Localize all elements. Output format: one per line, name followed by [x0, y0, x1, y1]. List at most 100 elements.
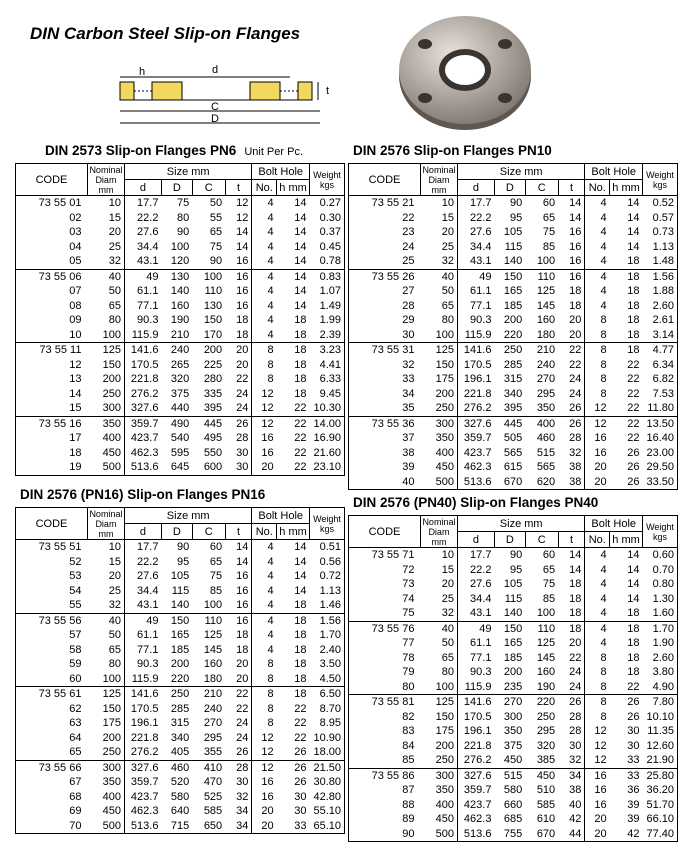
value-cell: 90 [209, 255, 223, 268]
value-cell: 175 [420, 724, 458, 739]
value-cell: 20 [225, 671, 253, 687]
data-row: 23 20 27.6 105 75 16 4 14 0.73 [348, 225, 679, 240]
code-cell: 73 55 81 [348, 694, 421, 710]
value-cell: 513.6 [457, 826, 495, 842]
code-cell: 73 [348, 577, 421, 592]
value-cell: 196.1 [463, 373, 492, 386]
value-cell: 140 [170, 285, 190, 298]
data-row: 05 32 43.1 120 90 16 4 14 0.78 [15, 254, 346, 269]
data-row: 25 32 43.1 140 100 16 4 18 1.48 [348, 254, 679, 269]
value-cell: 15 [420, 562, 458, 577]
data-row: 64 200 221.8 340 295 24 12 22 10.90 [15, 730, 346, 745]
table-head: CODE Nominal Diam mm Size mm Bolt Hole Weigh… [348, 515, 679, 548]
value-cell: 610 [536, 813, 556, 826]
value-cell: 165 [503, 285, 523, 298]
value-cell: 49 [457, 620, 495, 636]
value-cell: 32 [87, 254, 125, 269]
value-cell: 520 [170, 776, 190, 789]
value-cell: 40 [420, 620, 458, 636]
code-cell: 04 [15, 239, 88, 254]
code-cell: 73 55 86 [348, 767, 421, 783]
header-row: CODE Nominal Diam mm Size mm Bolt Hole Weigh… [15, 507, 346, 540]
value-cell: 22 [294, 446, 307, 459]
value-cell: 22 [627, 432, 640, 445]
code-cell: 40 [348, 474, 421, 490]
value-cell: 27.6 [470, 226, 492, 239]
value-cell: 125 [87, 686, 125, 702]
value-cell: 66.10 [642, 812, 679, 827]
code-cell: 05 [15, 254, 88, 269]
value-cell: 43.1 [470, 255, 492, 268]
code-cell: 67 [15, 775, 88, 790]
value-cell: 30 [225, 460, 253, 476]
value-cell: 513.6 [124, 818, 162, 834]
dim-label: C [211, 101, 219, 113]
value-cell: 200 [192, 342, 226, 358]
value-cell: 8 [584, 342, 610, 358]
value-cell: 1.46 [309, 598, 346, 613]
value-cell: 4 [267, 211, 274, 224]
table-block: DIN 2573 Slip-on Flanges PN6 Unit Per Pc.… [15, 143, 346, 476]
code-cell: 77 [348, 636, 421, 651]
code-cell: 62 [15, 701, 88, 716]
value-cell: 0.72 [309, 569, 346, 584]
value-cell: 16 [225, 284, 253, 299]
code-cell: 07 [15, 284, 88, 299]
header-cell: t [557, 179, 586, 196]
value-cell: 240 [536, 358, 556, 371]
code-cell: 64 [15, 730, 88, 745]
value-cell: 90 [494, 195, 526, 211]
value-cell: 340 [170, 731, 190, 744]
value-cell: 110 [525, 620, 559, 636]
value-cell: 12 [594, 754, 607, 767]
table-title-text: DIN 2576 (PN40) Slip-on Flanges PN40 [353, 495, 599, 510]
value-cell: 1.56 [309, 612, 346, 628]
value-cell: 175 [420, 372, 458, 387]
code-cell: 73 55 56 [15, 612, 88, 628]
value-cell: 34 [558, 767, 586, 783]
code-cell: 14 [15, 386, 88, 401]
value-cell: 18 [609, 268, 643, 284]
value-cell: 250 [87, 745, 125, 760]
value-cell: 4 [251, 539, 277, 555]
value-cell: 240 [203, 702, 223, 715]
value-cell: 8 [600, 358, 607, 371]
value-cell: 4 [600, 255, 607, 268]
data-row: 68 400 423.7 580 525 32 16 30 42.80 [15, 789, 346, 804]
value-cell: 12 [225, 210, 253, 225]
data-row: 73 55 26 40 49 150 110 16 4 18 1.56 [348, 268, 679, 284]
value-cell: 150 [87, 701, 125, 716]
data-row: 04 25 34.4 100 75 14 4 14 0.45 [15, 239, 346, 254]
value-cell: 460 [161, 759, 193, 775]
value-cell: 22 [294, 717, 307, 730]
value-cell: 450 [525, 767, 559, 783]
value-cell: 22.2 [137, 211, 159, 224]
value-cell: 32 [225, 789, 253, 804]
value-cell: 7.80 [642, 694, 679, 710]
value-cell: 14 [276, 539, 310, 555]
code-cell: 73 55 26 [348, 268, 421, 284]
value-cell: 4 [600, 578, 607, 591]
value-cell: 16 [225, 598, 253, 613]
value-cell: 1.13 [642, 239, 679, 254]
value-cell: 25 [87, 239, 125, 254]
value-cell: 175 [87, 716, 125, 731]
value-cell: 18.00 [309, 745, 346, 760]
header-cell: d [123, 523, 162, 540]
value-cell: 16 [558, 225, 586, 240]
value-cell: 4.41 [309, 357, 346, 372]
value-cell: 4 [251, 612, 277, 628]
value-cell: 6.34 [642, 357, 679, 372]
value-cell: 4 [600, 211, 607, 224]
data-row: 39 450 462.3 615 565 38 20 26 29.50 [348, 460, 679, 475]
value-cell: 0.70 [642, 562, 679, 577]
data-row: 73 55 01 10 17.7 75 50 12 4 14 0.27 [15, 195, 346, 211]
value-cell: 130 [203, 299, 223, 312]
value-cell: 150 [161, 612, 193, 628]
data-row: 73 55 21 10 17.7 90 60 14 4 14 0.52 [348, 195, 679, 211]
value-cell: 75 [209, 570, 223, 583]
value-cell: 300 [420, 767, 458, 783]
value-cell: 14 [294, 240, 307, 253]
code-cell: 39 [348, 460, 421, 475]
value-cell: 24 [225, 716, 253, 731]
